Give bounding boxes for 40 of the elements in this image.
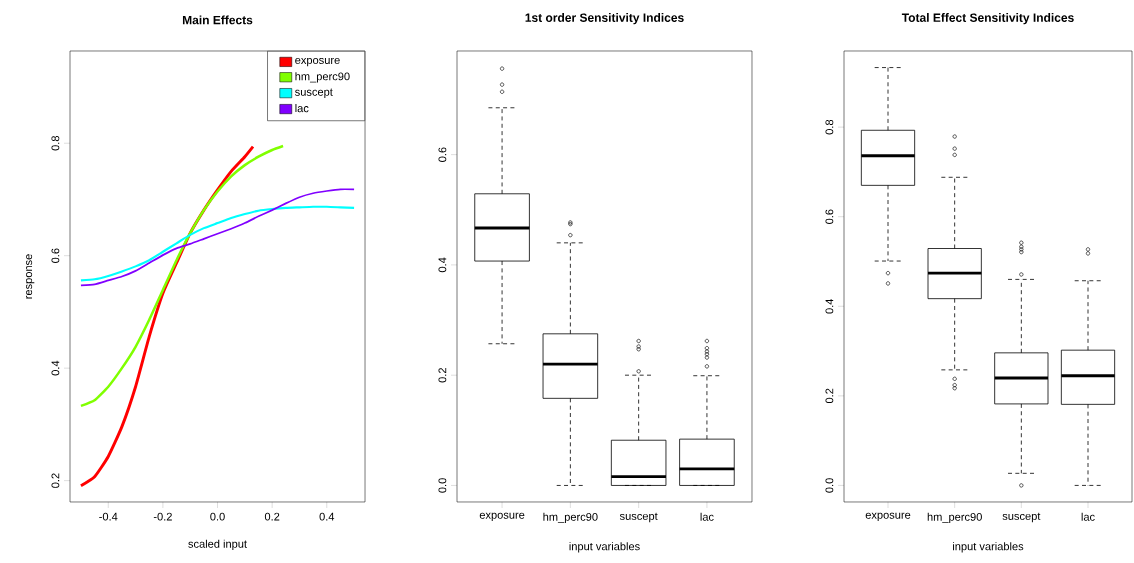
legend-label: suscept [295, 88, 333, 99]
x-tick-label: hm_perc90 [927, 512, 982, 524]
x-tick-label: -0.4 [99, 512, 118, 521]
y-tick-label: 0.4 [825, 298, 834, 314]
chart-title: Main Effects [182, 15, 253, 25]
x-axis-title: scaled input [188, 539, 247, 551]
x-tick-label: exposure [479, 512, 525, 521]
y-tick-label: 0.0 [825, 478, 834, 493]
x-tick-label: 0.2 [264, 512, 280, 521]
y-tick-label: 0.4 [51, 360, 60, 376]
x-tick-label: lac [1081, 512, 1095, 521]
x-tick-label: lac [700, 512, 714, 521]
legend-label: hm_perc90 [295, 72, 350, 83]
x-axis-title: input variables [953, 542, 1024, 553]
x-tick-label: 0.0 [210, 512, 225, 521]
y-tick-label: 0.2 [438, 368, 447, 383]
line-series [79, 205, 356, 282]
x-tick-label: suscept [619, 512, 658, 523]
legend-label: exposure [295, 57, 340, 67]
chart-title: 1st order Sensitivity Indices [525, 13, 684, 25]
y-tick-label: 0.6 [438, 147, 447, 162]
x-tick-label: -0.2 [153, 512, 172, 521]
line-series [80, 188, 355, 287]
x-tick-label: exposure [865, 512, 911, 521]
x-tick-label: hm_perc90 [543, 512, 598, 524]
y-tick-label: 0.6 [825, 209, 834, 224]
y-axis-title: response [26, 254, 35, 299]
y-tick-label: 0.8 [825, 119, 834, 135]
y-tick-label: 0.4 [438, 257, 447, 273]
y-tick-label: 0.0 [438, 478, 447, 493]
line-series [79, 144, 285, 408]
y-tick-label: 0.6 [51, 248, 60, 263]
x-axis-title: input variables [569, 542, 640, 553]
legend-label: lac [295, 104, 309, 113]
chart-title: Total Effect Sensitivity Indices [901, 13, 1074, 25]
y-tick-label: 0.2 [51, 473, 60, 488]
x-tick-label: suscept [1002, 512, 1041, 523]
x-tick-label: 0.4 [319, 512, 335, 521]
y-tick-label: 0.8 [51, 136, 60, 151]
y-tick-label: 0.2 [825, 388, 834, 404]
